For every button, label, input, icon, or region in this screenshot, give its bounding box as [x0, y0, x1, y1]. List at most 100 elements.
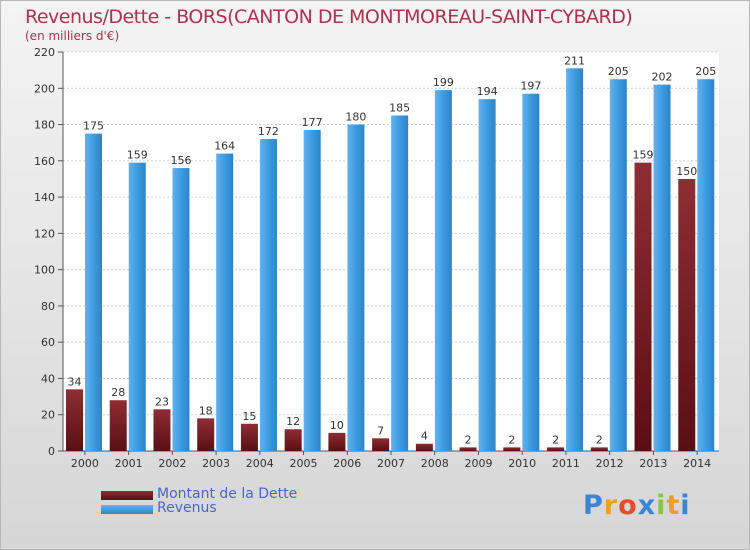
data-label-debt: 2	[508, 433, 515, 446]
y-tick-label: 100	[34, 264, 55, 277]
plot-background	[63, 52, 719, 451]
bar-debt	[66, 389, 83, 451]
data-label-debt: 150	[676, 165, 697, 178]
data-label-debt: 2	[465, 433, 472, 446]
y-tick-label: 20	[41, 409, 55, 422]
x-tick-label: 2006	[333, 457, 361, 470]
bar-revenue	[347, 124, 365, 451]
logo-letter: r	[603, 490, 619, 521]
bar-revenue	[522, 93, 540, 452]
plot-area: 0 20 40 60 80 100 120 140 160 180 200 220 34 175 2000 2…	[34, 46, 719, 470]
data-label-debt: 2	[596, 433, 603, 446]
bar-debt	[503, 447, 521, 451]
y-tick-label: 80	[41, 300, 55, 313]
x-tick-label: 2000	[71, 457, 99, 470]
bar-debt	[678, 178, 696, 452]
data-label-debt: 28	[111, 386, 125, 399]
bar-debt	[109, 400, 127, 451]
data-label-debt: 34	[68, 375, 82, 388]
bar-debt	[240, 423, 258, 451]
bar-revenue	[303, 129, 321, 451]
bar-revenue	[128, 162, 146, 451]
data-label-revenue: 202	[652, 71, 673, 84]
x-tick-label: 2003	[202, 457, 230, 470]
logo-letter: x	[637, 490, 657, 521]
y-tick-label: 180	[34, 119, 55, 132]
legend-label-revenue: Revenus	[157, 500, 217, 516]
proxiti-logo: Proxiti	[583, 490, 691, 521]
bar-revenue	[697, 79, 715, 452]
bar-revenue	[172, 168, 190, 451]
bar-debt	[634, 162, 652, 451]
x-tick-label: 2008	[421, 457, 449, 470]
x-tick-label: 2009	[464, 457, 492, 470]
logo-letter: o	[618, 490, 638, 521]
logo-letter: i	[656, 490, 667, 521]
y-tick-label: 0	[48, 445, 55, 458]
data-label-debt: 7	[377, 424, 384, 437]
bar-debt	[547, 447, 565, 451]
legend-label-debt: Montant de la Dette	[157, 486, 298, 502]
data-label-debt: 10	[330, 419, 344, 432]
x-tick-label: 2005	[290, 457, 318, 470]
data-label-debt: 2	[552, 433, 559, 446]
legend-swatch-revenue	[101, 505, 153, 514]
logo-letter: t	[666, 490, 681, 521]
x-tick-label: 2010	[508, 457, 536, 470]
bar-revenue	[609, 79, 627, 452]
chart-title: Revenus/Dette - BORS(CANTON DE MONTMOREA…	[25, 6, 633, 28]
bar-revenue	[259, 139, 277, 451]
data-label-debt: 159	[633, 149, 654, 162]
bar-revenue	[216, 153, 234, 451]
y-tick-label: 200	[34, 82, 55, 95]
bar-revenue	[478, 99, 496, 452]
y-tick-label: 140	[34, 191, 55, 204]
data-label-revenue: 205	[695, 65, 716, 78]
y-tick-label: 220	[34, 46, 55, 59]
x-tick-label: 2007	[377, 457, 405, 470]
x-tick-label: 2012	[596, 457, 624, 470]
data-label-debt: 23	[155, 395, 169, 408]
data-label-revenue: 194	[477, 85, 498, 98]
data-label-revenue: 177	[302, 116, 323, 129]
data-label-revenue: 156	[170, 154, 191, 167]
data-label-debt: 4	[421, 430, 428, 443]
y-tick-label: 120	[34, 227, 55, 240]
data-label-revenue: 199	[433, 76, 454, 89]
x-tick-label: 2004	[246, 457, 274, 470]
data-label-debt: 18	[199, 404, 213, 417]
y-tick-label: 40	[41, 372, 55, 385]
bar-debt	[153, 409, 171, 451]
logo-letter: i	[680, 490, 691, 521]
data-label-revenue: 185	[389, 101, 410, 114]
data-label-revenue: 159	[127, 149, 148, 162]
chart-subtitle: (en milliers d'€)	[25, 29, 120, 43]
y-tick-label: 60	[41, 336, 55, 349]
x-tick-label: 2013	[639, 457, 667, 470]
bar-debt	[197, 418, 215, 451]
bar-debt	[372, 438, 390, 451]
bar-debt	[415, 443, 433, 451]
data-label-debt: 12	[286, 415, 300, 428]
data-label-debt: 15	[242, 410, 256, 423]
legend-swatch-debt	[101, 491, 153, 500]
y-tick-label: 160	[34, 155, 55, 168]
data-label-revenue: 164	[214, 140, 235, 153]
x-tick-label: 2014	[683, 457, 711, 470]
bar-revenue	[85, 133, 102, 451]
data-label-revenue: 211	[564, 54, 585, 67]
bar-revenue	[653, 84, 671, 452]
bar-debt	[284, 429, 302, 451]
x-tick-label: 2001	[115, 457, 143, 470]
bar-debt	[459, 447, 477, 451]
bar-revenue	[434, 90, 452, 451]
bar-revenue	[391, 115, 409, 452]
bar-debt	[590, 447, 608, 451]
data-label-revenue: 180	[345, 111, 366, 124]
x-tick-label: 2002	[158, 457, 186, 470]
bar-debt	[328, 432, 346, 451]
data-label-revenue: 197	[520, 80, 541, 93]
logo-letter: P	[583, 490, 604, 521]
